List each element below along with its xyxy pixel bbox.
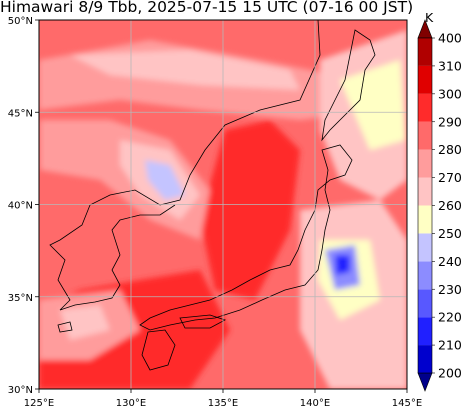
colorbar-segment (418, 149, 432, 178)
colorbar (417, 19, 435, 392)
lon-tick-label: 135°E (208, 398, 238, 409)
colorbar-segment (418, 289, 432, 318)
colorbar-tick-label: 300 (438, 86, 462, 101)
colorbar-segment (418, 38, 432, 66)
colorbar-segment (418, 233, 432, 262)
colorbar-segment (418, 93, 432, 122)
lon-tick-label: 145°E (392, 398, 422, 409)
colorbar-segment (418, 345, 432, 373)
lat-tick-label: 35°N (8, 293, 33, 304)
colorbar-segment (418, 205, 432, 234)
lon-tick-label: 130°E (116, 398, 146, 409)
map-title: Himawari 8/9 Tbb, 2025-07-15 15 UTC (07-… (0, 0, 414, 16)
colorbar-tick-label: 220 (438, 310, 462, 325)
colorbar-tick-label: 210 (438, 338, 462, 353)
colorbar-tick-label: 270 (438, 170, 462, 185)
colorbar-tick-label: 290 (438, 114, 462, 129)
longitude-tick-labels: 125°E 130°E 135°E 140°E 145°E (24, 389, 422, 409)
colorbar-tick-label: 230 (438, 282, 462, 297)
colorbar-tick-label: 260 (438, 198, 462, 213)
colorbar-segment (418, 261, 432, 290)
colorbar-tick-label: 310 (438, 58, 462, 73)
colorbar-tick-label: 400 (438, 31, 462, 46)
latitude-tick-labels: 30°N 35°N 40°N 45°N 50°N (8, 16, 39, 396)
colorbar-unit: K (425, 10, 434, 25)
lon-tick-label: 125°E (24, 398, 54, 409)
colorbar-tick-label: 200 (438, 366, 462, 381)
colorbar-tick-label: 280 (438, 142, 462, 157)
colorbar-segment (418, 177, 432, 206)
lat-tick-label: 45°N (8, 108, 33, 119)
lon-tick-label: 140°E (300, 398, 330, 409)
coastlines (49, 20, 376, 371)
colorbar-tick-label: 240 (438, 254, 462, 269)
colorbar-segment (418, 317, 432, 346)
lat-tick-label: 40°N (8, 201, 33, 212)
colorbar-segment (418, 65, 432, 94)
colorbar-labels: 200 210 220 230 240 250 260 270 280 290 300 310 400 (438, 31, 462, 381)
lat-tick-label: 50°N (8, 16, 33, 27)
colorbar-extend-min (417, 372, 433, 392)
colorbar-tick-label: 250 (438, 226, 462, 241)
gridlines (39, 20, 407, 389)
lat-tick-label: 30°N (8, 385, 33, 396)
colorbar-segment (418, 121, 432, 150)
